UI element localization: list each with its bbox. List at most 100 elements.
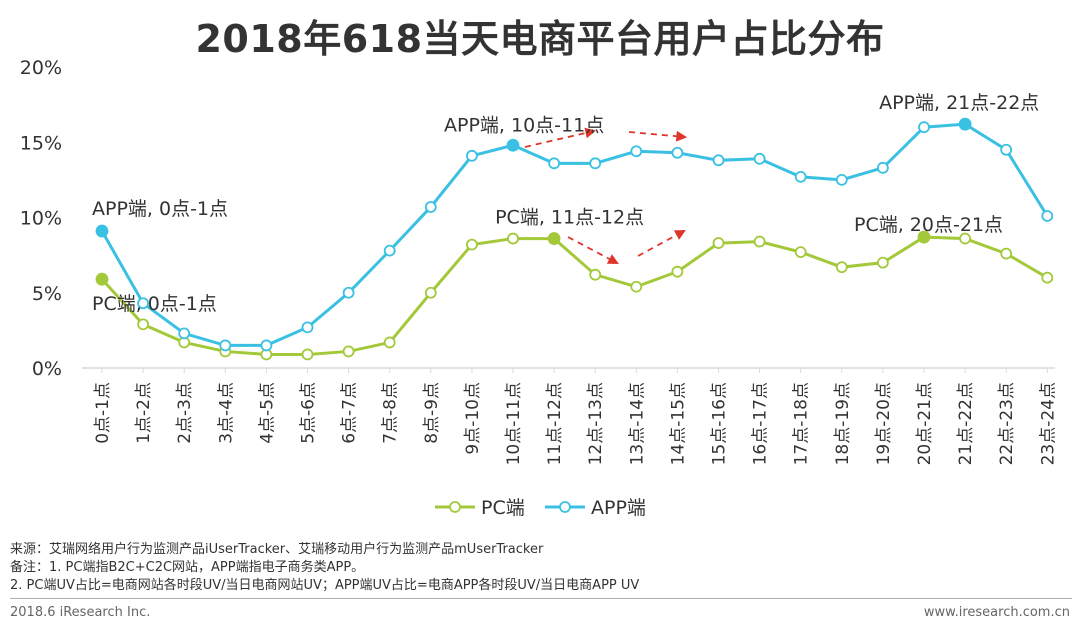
data-point [465,238,478,251]
x-tick-label: 21点-22点 [956,382,976,465]
data-point [506,138,520,152]
footer-divider [10,598,1072,599]
trend-arrow [567,236,619,265]
x-tick-label: 13点-14点 [627,382,647,465]
legend-marker [449,501,461,513]
series-line-app [100,122,1049,347]
data-point [918,121,930,134]
data-point [548,157,560,170]
x-tick-label: 10点-11点 [504,382,524,465]
data-point [137,318,150,331]
data-point [835,261,848,274]
data-point [917,230,931,244]
footer-copyright: 2018.6 iResearch Inc. [10,605,151,620]
series-line-pc [100,235,1049,356]
remark-note-1: 备注：1. PC端指B2C+C2C网站，APP端指电子商务类APP。 [10,560,365,575]
x-tick-label: 17点-18点 [792,382,812,465]
data-point [589,157,602,170]
x-tick-label: 8点-9点 [422,382,442,444]
data-point [877,256,889,269]
data-point [630,280,643,293]
y-tick-label: 10% [20,208,62,230]
trend-arrow [524,127,597,148]
y-tick-label: 5% [32,283,62,305]
data-point [424,286,437,299]
data-annotations: APP端, 0点-1点 PC端, 0点-1点 APP端, 10点-11点 PC端, 1… [92,92,1039,315]
legend-marker [559,501,571,513]
legend-label: PC端 [481,497,525,519]
data-point [301,321,314,334]
x-tick-label: 11点-12点 [545,382,565,465]
remark-note-2: 2. PC端UV占比=电商网站各时段UV/当日电商网站UV；APP端UV占比=电… [10,578,640,593]
data-point [1000,247,1013,260]
data-point [547,232,561,245]
x-tick-label: 15点-16点 [710,382,730,465]
trend-arrow [637,229,686,257]
data-point [301,348,314,361]
data-label: APP端, 10点-11点 [444,114,604,136]
data-point [877,161,889,174]
data-point [342,286,355,299]
x-tick-label: 4点-5点 [257,382,277,444]
chart-notes: 来源：艾瑞网络用户行为监测产品iUserTracker、艾瑞移动用户行为监测产品… [10,541,639,595]
data-label: PC端, 20点-21点 [854,214,1003,236]
data-point [219,339,232,352]
data-label: APP端, 21点-22点 [879,92,1039,114]
data-point [671,265,684,278]
data-label: PC端, 11点-12点 [495,207,644,229]
data-point [753,152,766,165]
y-tick-label: 20% [20,57,62,79]
data-label: APP端, 0点-1点 [92,198,228,220]
x-tick-label: 14点-15点 [668,382,688,465]
trend-arrow [628,130,688,142]
x-tick-label: 16点-17点 [751,382,771,465]
x-tick-label: 20点-21点 [915,382,935,465]
data-point [589,268,602,281]
footer-website[interactable]: www.iresearch.com.cn [923,605,1070,620]
y-tick-label: 15% [20,132,62,154]
x-tick-label: 0点-1点 [93,382,113,444]
x-tick-label: 9点-10点 [463,382,483,455]
source-note: 来源：艾瑞网络用户行为监测产品iUserTracker、艾瑞移动用户行为监测产品… [10,542,544,557]
data-point [95,272,109,286]
data-point [383,244,396,257]
line-chart: 0% 5% 10% 15% 20% 0点-1点 1点-2点 2点-3点 3点-4点 4点-5点 5点… [20,57,1059,519]
data-point [794,246,807,259]
x-tick-label: 5点-6点 [299,382,319,444]
x-tick-label: 22点-23点 [997,382,1017,465]
legend-label: APP端 [591,497,646,519]
data-point [260,339,273,352]
chart-title: 2018年618当天电商平台用户占比分布 [195,17,885,61]
y-tick-label: 0% [32,358,62,380]
x-tick-label: 19点-20点 [874,382,894,465]
data-point [958,117,972,131]
data-point [630,145,643,158]
chart-series [95,117,1054,361]
data-point [95,224,109,238]
data-point [342,345,355,358]
data-point [959,232,971,245]
data-point [1041,210,1054,222]
x-tick-label: 6点-7点 [340,382,360,444]
data-point [753,235,766,248]
data-point [712,154,725,167]
trend-arrows [524,127,688,265]
data-label: PC端, 0点-1点 [92,293,217,315]
chart-axes: 0% 5% 10% 15% 20% 0点-1点 1点-2点 2点-3点 3点-4点 4点-5点 5点… [20,57,1059,465]
x-tick-label: 1点-2点 [134,382,154,444]
data-point [671,146,684,159]
x-tick-label: 23点-24点 [1038,382,1058,465]
x-tick-label: 3点-4点 [216,382,236,444]
data-point [835,173,848,186]
data-point [507,232,519,245]
data-point [1000,143,1013,156]
chart-legend: PC端 APP端 [435,497,646,519]
data-point [178,327,191,340]
data-point [794,170,807,183]
data-point [137,297,150,310]
data-point [424,201,437,213]
x-tick-label: 7点-8点 [381,382,401,444]
data-point [465,149,478,162]
x-tick-label: 12点-13点 [586,382,606,465]
x-tick-label: 2点-3点 [175,382,195,444]
